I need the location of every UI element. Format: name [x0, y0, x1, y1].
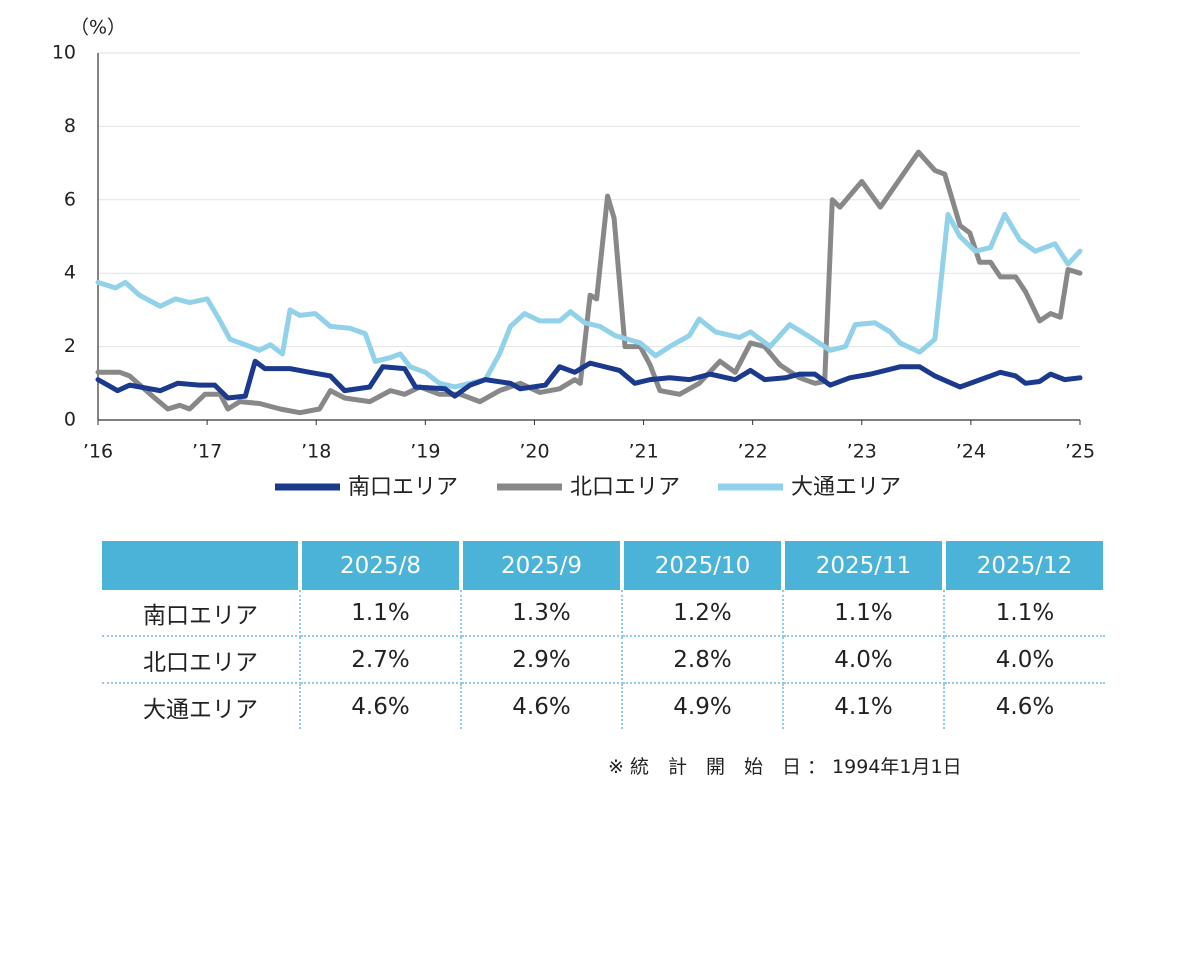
value-cell: 2.9%	[461, 636, 623, 684]
value-cell: 1.3%	[461, 590, 623, 637]
x-tick-label: ’18	[301, 441, 331, 463]
header-cell: 2025/12	[944, 541, 1107, 590]
value-cell: 2.8%	[622, 636, 784, 684]
footnote: ※ 統 計 開 始 日 ： 1994年1月1日	[608, 756, 962, 778]
value-cell: 1.1%	[783, 590, 945, 637]
x-tick-label: ’24	[956, 441, 986, 463]
table-row: 南口エリア 1.1% 1.3% 1.2% 1.1% 1.1%	[102, 590, 1105, 637]
y-axis-label: （%）	[70, 17, 126, 39]
value-cell: 4.6%	[995, 693, 1055, 720]
table-row: 北口エリア 2.7% 2.9% 2.8% 4.0% 4.0%	[102, 636, 1105, 684]
y-tick-label: 8	[64, 115, 76, 137]
value-cell: 4.9%	[622, 683, 784, 729]
x-tick-label: ’16	[83, 441, 113, 463]
legend-label: 北口エリア	[570, 475, 680, 500]
x-tick-label: ’21	[628, 441, 658, 463]
row-label: 大通エリア	[102, 683, 301, 729]
row-label: 南口エリア	[102, 590, 301, 637]
header-cell: 2025/8	[300, 541, 463, 590]
legend-label: 大通エリア	[791, 475, 901, 500]
series-line	[95, 149, 1083, 416]
header-cell	[102, 541, 302, 590]
y-tick-label: 6	[64, 188, 76, 210]
header-row: 2025/8 2025/9 2025/10 2025/11 2025/12	[102, 541, 1107, 590]
y-tick-label: 0	[64, 409, 76, 431]
value-cell: 1.2%	[622, 590, 784, 637]
value-cell: 2.7%	[300, 636, 462, 684]
header-cell: 2025/9	[461, 541, 624, 590]
x-tick-label: ’22	[738, 441, 768, 463]
table-row: 大通エリア 4.6% 4.6% 4.9% 4.1% 4.6%	[102, 683, 1105, 729]
value-cell: 4.1%	[783, 683, 945, 729]
value-cell: 4.0%	[783, 636, 945, 684]
value-cell: 1.1%	[300, 590, 462, 637]
chart: （%） 0 2 4 6 8 10 ’16 ’17 ’18 ’19 ’20 ’21 ’22 ’23 ’24 ’2…	[52, 17, 1095, 501]
x-tick-label: ’20	[519, 441, 549, 463]
series-line	[95, 358, 1083, 401]
value-cell: 1.1%	[944, 590, 1105, 637]
header-cell: 2025/10	[622, 541, 785, 590]
series-line	[95, 211, 1083, 390]
y-tick-label: 10	[52, 42, 76, 64]
data-table: 2025/8 2025/9 2025/10 2025/11 2025/12 南口エリア 1.…	[102, 541, 1107, 729]
value-cell: 4.0%	[944, 636, 1105, 684]
header-cell: 2025/11	[783, 541, 946, 590]
x-tick-label: ’23	[847, 441, 877, 463]
x-tick-label: ’19	[410, 441, 440, 463]
y-tick-label: 4	[64, 262, 76, 284]
row-label: 北口エリア	[102, 636, 301, 684]
y-tick-label: 2	[64, 335, 76, 357]
value-cell: 4.6%	[461, 683, 623, 729]
legend-label: 南口エリア	[348, 475, 458, 500]
x-tick-label: ’17	[192, 441, 222, 463]
value-cell: 4.6%	[300, 683, 462, 729]
x-tick-label: ’25	[1065, 441, 1095, 463]
